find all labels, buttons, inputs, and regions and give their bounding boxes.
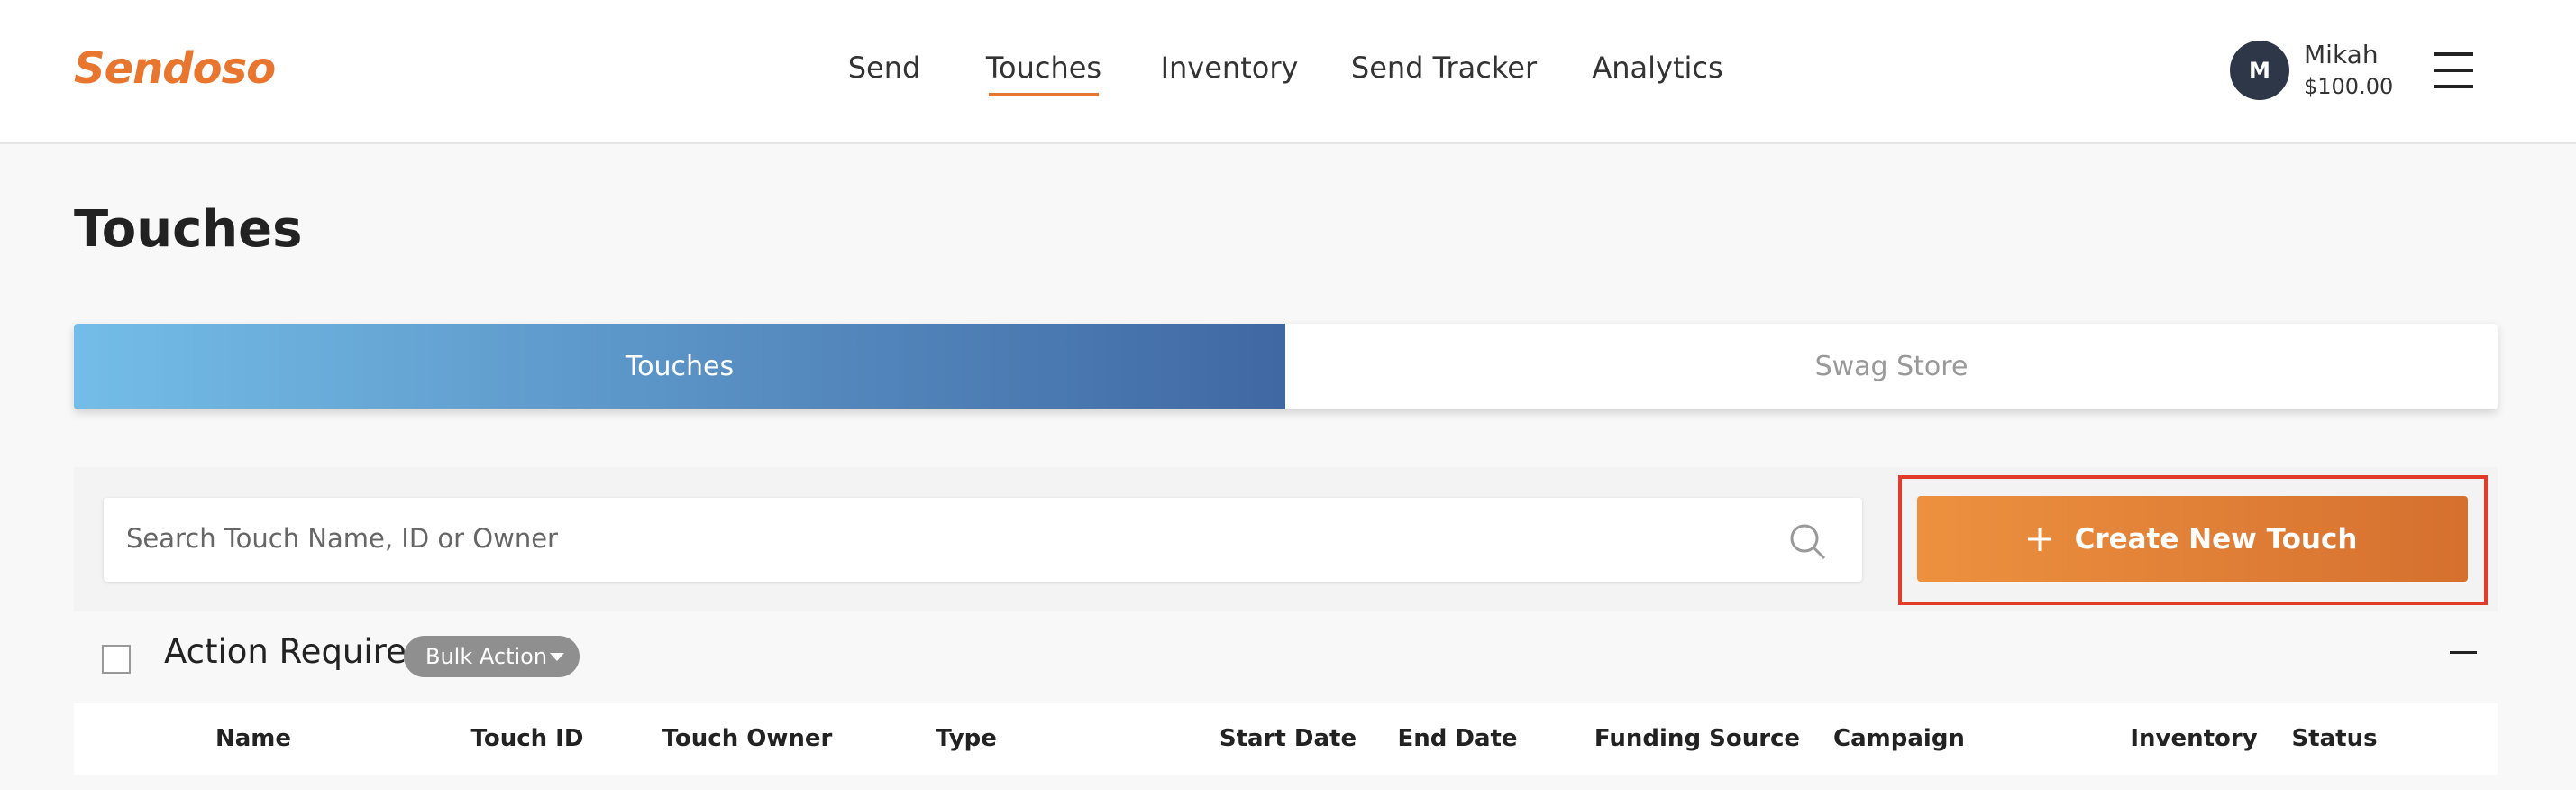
top-bar: Sendoso Send Touches Inventory Send Trac… (0, 0, 2576, 144)
column-header[interactable]: Start Date (1219, 725, 1357, 752)
balance: $100.00 (2304, 74, 2394, 99)
bulk-action-dropdown[interactable]: Bulk Action (404, 636, 580, 677)
table-header (74, 703, 2498, 775)
logo[interactable]: Sendoso (74, 43, 276, 94)
checkbox[interactable] (102, 645, 131, 674)
nav-link[interactable]: Send (847, 51, 921, 85)
column-header[interactable]: Type (936, 725, 997, 752)
column-header[interactable]: Touch ID (470, 725, 584, 752)
search-input[interactable]: Search Touch Name, ID or Owner (104, 498, 1862, 582)
column-header[interactable]: End Date (1397, 725, 1518, 752)
tab[interactable]: Swag Store (1814, 351, 1969, 382)
plus-icon (2027, 527, 2051, 551)
search-icon (1790, 524, 1826, 560)
column-header[interactable]: Campaign (1833, 725, 1965, 752)
section-title: Action Required (164, 632, 428, 671)
caret (550, 653, 564, 661)
column-header[interactable]: Name (215, 725, 292, 752)
column-header[interactable]: Inventory (2130, 725, 2258, 752)
menu-button[interactable] (2434, 51, 2473, 90)
column-header[interactable]: Touch Owner (662, 725, 833, 752)
nav-link[interactable]: Inventory (1160, 51, 1299, 85)
collapse-button[interactable] (2450, 651, 2477, 655)
placeholder: Search Touch Name, ID or Owner (126, 523, 558, 554)
tab-bar: Touches Swag Store (74, 324, 2498, 409)
column-header[interactable]: Funding Source (1594, 725, 1801, 752)
nav-link[interactable]: Touches (985, 51, 1102, 85)
column-header[interactable]: Status (2291, 725, 2378, 752)
nav-link[interactable]: Send Tracker (1350, 51, 1538, 85)
avatar[interactable]: M (2230, 41, 2289, 100)
nav-link[interactable]: Analytics (1592, 51, 1723, 85)
page-title: Touches (74, 200, 303, 259)
dropdown-label: Bulk Action (425, 644, 548, 669)
button-label: Create New Touch (2074, 522, 2358, 556)
user-name: Mikah (2304, 40, 2379, 69)
highlight-box (1898, 475, 2488, 605)
active-underline (989, 93, 1099, 96)
create-button[interactable]: Create New Touch (1917, 496, 2468, 582)
tab[interactable]: Touches (74, 324, 1285, 409)
